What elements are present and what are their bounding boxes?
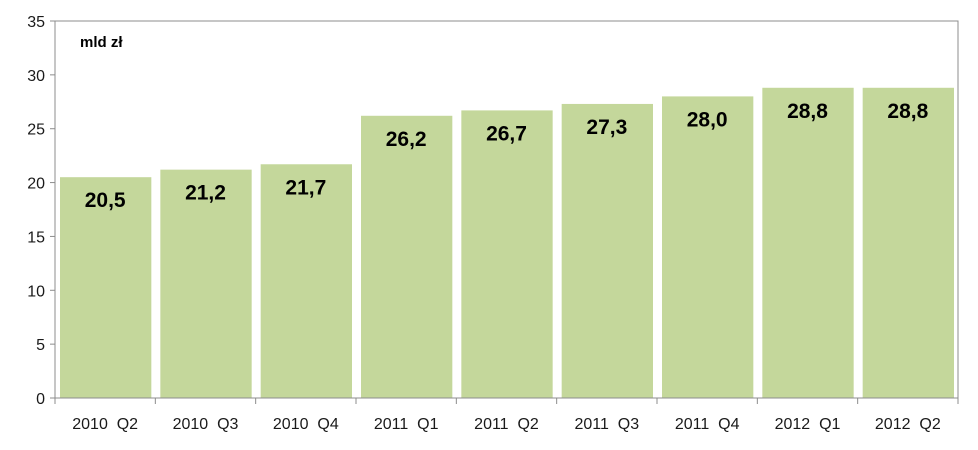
y-tick-label: 10 xyxy=(27,283,45,300)
bar xyxy=(862,87,954,398)
x-category-label: 2010 Q3 xyxy=(173,416,239,433)
y-tick-label: 0 xyxy=(36,391,45,408)
bar xyxy=(461,110,553,398)
bar xyxy=(60,177,152,398)
x-category-label: 2012 Q1 xyxy=(775,416,841,433)
data-label: 28,0 xyxy=(687,108,728,131)
y-tick-label: 30 xyxy=(27,68,45,85)
x-category-label: 2011 Q1 xyxy=(374,416,439,433)
axes-layer xyxy=(50,20,959,404)
y-tick-label: 15 xyxy=(27,229,45,246)
bar xyxy=(260,164,352,398)
data-label: 21,7 xyxy=(285,176,326,199)
x-category-label: 2012 Q2 xyxy=(875,416,941,433)
data-label: 27,3 xyxy=(586,116,627,139)
y-tick-label: 35 xyxy=(27,14,45,31)
data-label: 20,5 xyxy=(85,189,126,212)
data-label: 28,8 xyxy=(887,100,928,123)
bar xyxy=(160,169,252,398)
bar xyxy=(662,96,754,399)
data-label: 21,2 xyxy=(185,182,226,205)
x-category-label: 2010 Q4 xyxy=(273,416,339,433)
bar xyxy=(361,115,453,398)
data-label: 28,8 xyxy=(787,100,828,123)
x-category-label: 2011 Q3 xyxy=(575,416,640,433)
x-category-label: 2011 Q4 xyxy=(675,416,740,433)
y-tick-label: 20 xyxy=(27,176,45,193)
x-category-label: 2010 Q2 xyxy=(72,416,138,433)
labels-layer: 0 5 10 15 20 25 30 35 20,5 2010 Q2 21,2 2010 Q3 21,7… xyxy=(27,14,941,433)
bar xyxy=(561,103,653,398)
x-category-label: 2011 Q2 xyxy=(474,416,539,433)
y-tick-label: 5 xyxy=(36,337,45,354)
bars-layer xyxy=(60,87,954,399)
data-label: 26,2 xyxy=(386,128,427,151)
y-tick-label: 25 xyxy=(27,122,45,139)
data-label: 26,7 xyxy=(486,122,527,145)
unit-label: mld zł xyxy=(80,34,123,51)
bar xyxy=(762,87,854,398)
